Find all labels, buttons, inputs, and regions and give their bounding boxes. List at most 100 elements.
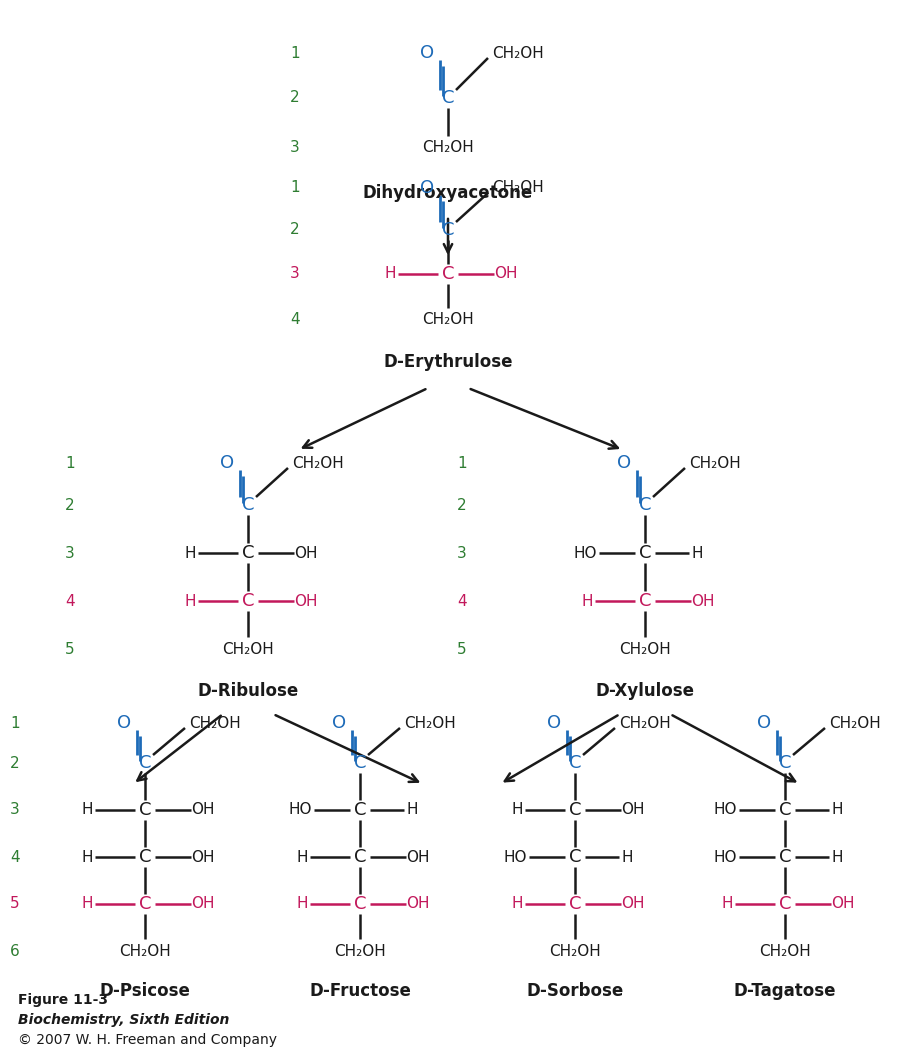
Text: 2: 2: [10, 755, 20, 770]
Text: H: H: [581, 594, 593, 608]
Text: CH₂OH: CH₂OH: [549, 944, 601, 959]
Text: 4: 4: [291, 312, 300, 328]
Text: C: C: [139, 895, 152, 913]
Text: 5: 5: [65, 641, 74, 657]
Text: CH₂OH: CH₂OH: [422, 141, 474, 156]
Text: C: C: [441, 264, 454, 282]
Text: 2: 2: [291, 222, 300, 237]
Text: H: H: [622, 850, 632, 864]
Text: C: C: [353, 801, 366, 819]
Text: OH: OH: [622, 803, 645, 818]
Text: C: C: [779, 754, 791, 772]
Text: HO: HO: [713, 850, 736, 864]
Text: 1: 1: [65, 456, 74, 471]
Text: CH₂OH: CH₂OH: [292, 456, 344, 471]
Text: CH₂OH: CH₂OH: [619, 715, 671, 730]
Text: H: H: [384, 267, 396, 281]
Text: Dihydroxyacetone: Dihydroxyacetone: [363, 184, 533, 202]
Text: OH: OH: [191, 803, 214, 818]
Text: H: H: [511, 896, 523, 912]
Text: C: C: [139, 801, 152, 819]
Text: HO: HO: [713, 803, 736, 818]
Text: HO: HO: [288, 803, 312, 818]
Text: C: C: [242, 496, 254, 514]
Text: O: O: [617, 454, 631, 472]
Text: 5: 5: [10, 896, 20, 912]
Text: H: H: [296, 896, 308, 912]
Text: OH: OH: [832, 896, 855, 912]
Text: D-Psicose: D-Psicose: [100, 982, 190, 1000]
Text: CH₂OH: CH₂OH: [829, 715, 881, 730]
Text: C: C: [353, 849, 366, 867]
Text: 3: 3: [290, 141, 300, 156]
Text: C: C: [353, 895, 366, 913]
Text: CH₂OH: CH₂OH: [619, 641, 671, 657]
Text: Figure 11-3: Figure 11-3: [18, 993, 108, 1007]
Text: C: C: [779, 801, 791, 819]
Text: CH₂OH: CH₂OH: [422, 312, 474, 328]
Text: C: C: [353, 754, 366, 772]
Text: C: C: [779, 849, 791, 867]
Text: C: C: [569, 801, 581, 819]
Text: H: H: [184, 546, 196, 561]
Text: 6: 6: [10, 944, 20, 959]
Text: OH: OH: [406, 850, 430, 864]
Text: 4: 4: [10, 850, 20, 864]
Text: OH: OH: [191, 850, 214, 864]
Text: 1: 1: [457, 456, 466, 471]
Text: H: H: [511, 803, 523, 818]
Text: 1: 1: [291, 181, 300, 196]
Text: O: O: [220, 454, 234, 472]
Text: C: C: [639, 544, 651, 562]
Text: 3: 3: [10, 803, 20, 818]
Text: 4: 4: [457, 594, 466, 608]
Text: CH₂OH: CH₂OH: [222, 641, 274, 657]
Text: 1: 1: [10, 715, 20, 730]
Text: O: O: [420, 44, 434, 62]
Text: D-Sorbose: D-Sorbose: [527, 982, 623, 1000]
Text: Biochemistry, Sixth Edition: Biochemistry, Sixth Edition: [18, 1013, 230, 1027]
Text: 4: 4: [65, 594, 74, 608]
Text: O: O: [757, 714, 771, 732]
Text: HO: HO: [503, 850, 527, 864]
Text: H: H: [406, 803, 418, 818]
Text: CH₂OH: CH₂OH: [405, 715, 456, 730]
Text: O: O: [547, 714, 561, 732]
Text: H: H: [692, 546, 702, 561]
Text: OH: OH: [294, 546, 318, 561]
Text: CH₂OH: CH₂OH: [759, 944, 811, 959]
Text: C: C: [242, 592, 254, 610]
Text: C: C: [779, 895, 791, 913]
Text: OH: OH: [494, 267, 518, 281]
Text: 3: 3: [65, 546, 74, 561]
Text: H: H: [296, 850, 308, 864]
Text: OH: OH: [406, 896, 430, 912]
Text: C: C: [639, 496, 651, 514]
Text: H: H: [832, 850, 843, 864]
Text: H: H: [184, 594, 196, 608]
Text: C: C: [569, 895, 581, 913]
Text: C: C: [139, 849, 152, 867]
Text: OH: OH: [692, 594, 715, 608]
Text: 5: 5: [457, 641, 466, 657]
Text: HO: HO: [573, 546, 597, 561]
Text: 3: 3: [457, 546, 466, 561]
Text: O: O: [332, 714, 346, 732]
Text: H: H: [721, 896, 733, 912]
Text: H: H: [82, 850, 92, 864]
Text: 1: 1: [291, 45, 300, 60]
Text: © 2007 W. H. Freeman and Company: © 2007 W. H. Freeman and Company: [18, 1033, 277, 1047]
Text: OH: OH: [191, 896, 214, 912]
Text: H: H: [82, 896, 92, 912]
Text: CH₂OH: CH₂OH: [492, 181, 544, 196]
Text: C: C: [441, 89, 454, 107]
Text: OH: OH: [622, 896, 645, 912]
Text: CH₂OH: CH₂OH: [689, 456, 741, 471]
Text: D-Ribulose: D-Ribulose: [197, 682, 299, 700]
Text: C: C: [139, 754, 152, 772]
Text: O: O: [420, 179, 434, 197]
Text: O: O: [117, 714, 131, 732]
Text: D-Tagatose: D-Tagatose: [734, 982, 836, 1000]
Text: D-Fructose: D-Fructose: [309, 982, 411, 1000]
Text: C: C: [569, 849, 581, 867]
